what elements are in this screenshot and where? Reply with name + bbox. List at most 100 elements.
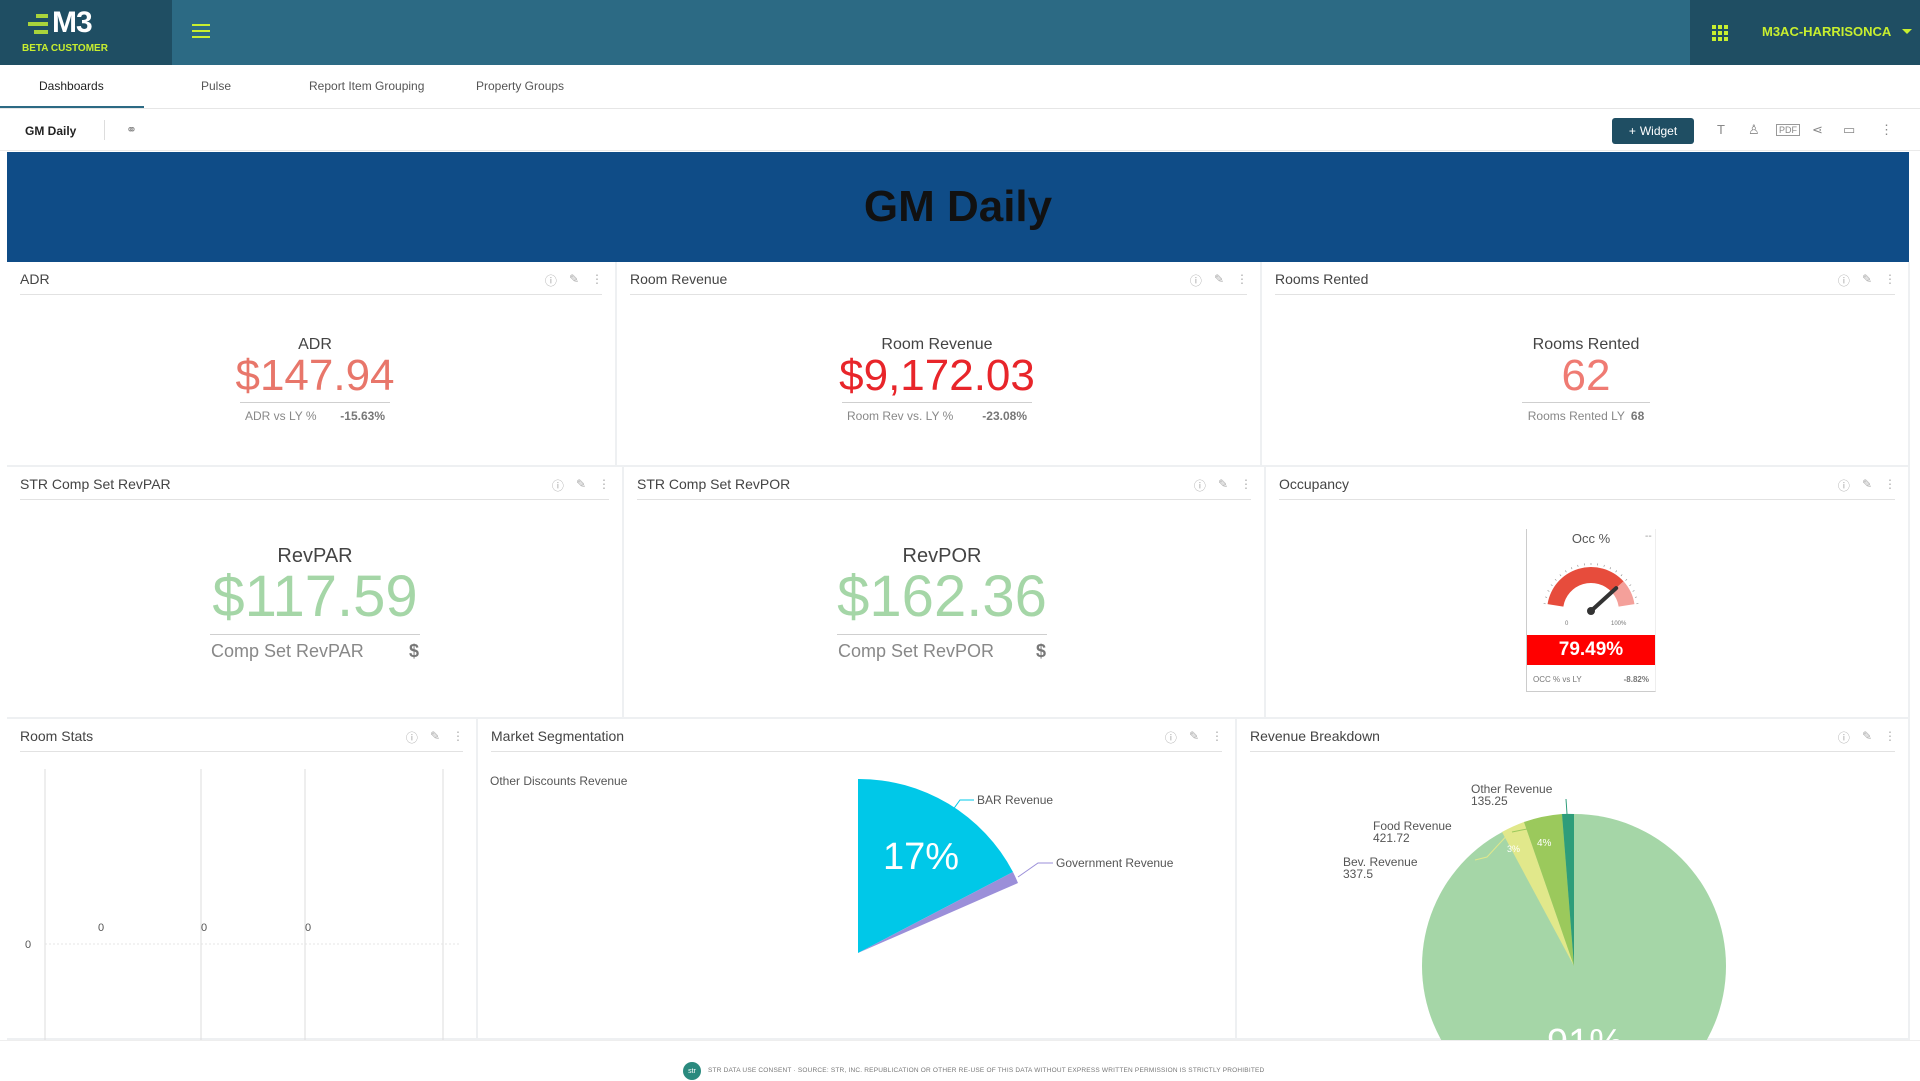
- info-icon[interactable]: ⓘ: [1165, 729, 1177, 746]
- widget-actions: ⓘ ✎ ⋮: [1190, 272, 1248, 289]
- edit-icon[interactable]: ✎: [430, 729, 440, 746]
- gauge-arc-filled: [1548, 567, 1624, 607]
- add-widget-button[interactable]: +Widget: [1612, 118, 1694, 144]
- kpi-value: $9,172.03: [837, 354, 1037, 398]
- gauge-tick: [1616, 570, 1617, 572]
- slice-percent: 17%: [883, 836, 959, 878]
- slice-percent-mid: 4%: [1537, 838, 1552, 849]
- menu-icon[interactable]: [192, 24, 210, 42]
- revpor-kpi: RevPOR $162.36 Comp Set RevPOR$: [834, 545, 1050, 662]
- tab-property-groups[interactable]: Property Groups: [476, 79, 564, 93]
- edit-icon[interactable]: ✎: [1862, 272, 1872, 289]
- gauge-tick: [1548, 591, 1550, 592]
- tab-dashboards[interactable]: Dashboards: [39, 79, 104, 93]
- info-icon[interactable]: ⓘ: [1194, 477, 1206, 494]
- gauge-tick: [1560, 575, 1561, 577]
- info-icon[interactable]: ⓘ: [1838, 272, 1850, 289]
- divider: [1279, 499, 1895, 500]
- revpar-kpi: RevPAR $117.59 Comp Set RevPAR$: [207, 545, 423, 662]
- widget-title: Occupancy: [1279, 476, 1349, 492]
- more-icon[interactable]: ⋮: [1240, 477, 1252, 494]
- gauge-tick: [1635, 597, 1637, 598]
- data-label: 0: [98, 922, 104, 934]
- user-menu[interactable]: M3AC-HARRISONCA: [1690, 0, 1920, 65]
- widget-title: ADR: [20, 271, 50, 287]
- more-icon[interactable]: ⋮: [1884, 477, 1896, 494]
- info-icon[interactable]: ⓘ: [1838, 477, 1850, 494]
- rooms-rented-widget: Rooms Rented ⓘ✎⋮ Rooms Rented 62 Rooms R…: [1262, 262, 1910, 467]
- chevron-down-icon[interactable]: [1902, 29, 1912, 34]
- widget-actions: ⓘ ✎ ⋮: [406, 729, 464, 746]
- more-icon[interactable]: ⋮: [452, 729, 464, 746]
- apps-grid-icon[interactable]: [1712, 25, 1728, 41]
- dashboard-name[interactable]: GM Daily: [25, 124, 76, 138]
- pdf-icon[interactable]: PDF: [1776, 124, 1800, 136]
- gauge-tick: [1565, 570, 1566, 572]
- info-icon[interactable]: ⓘ: [545, 272, 557, 289]
- kpi-comparison: Comp Set RevPOR$: [834, 641, 1050, 662]
- edit-icon[interactable]: ✎: [569, 272, 579, 289]
- kpi-sub-label: ADR vs LY %: [245, 409, 317, 423]
- gauge-sub-label: OCC % vs LY: [1533, 675, 1582, 684]
- banner-title: GM Daily: [864, 182, 1052, 232]
- y-axis-label: 0: [25, 939, 31, 951]
- hierarchy-icon[interactable]: ⚭: [126, 122, 137, 138]
- monitor-icon[interactable]: ▭: [1843, 122, 1855, 138]
- edit-icon[interactable]: ✎: [576, 477, 586, 494]
- widget-actions: ⓘ ✎ ⋮: [1838, 477, 1896, 494]
- more-icon[interactable]: ⋮: [1884, 272, 1896, 289]
- edit-icon[interactable]: ✎: [1862, 729, 1872, 746]
- leader-line: [1566, 799, 1567, 814]
- tab-pulse[interactable]: Pulse: [201, 79, 231, 93]
- divider: [1250, 751, 1895, 752]
- more-icon[interactable]: ⋮: [598, 477, 610, 494]
- gauge-sub-value: -8.82%: [1624, 675, 1649, 684]
- more-icon[interactable]: ⋮: [1236, 272, 1248, 289]
- share-icon[interactable]: ⋖: [1812, 122, 1823, 138]
- gauge-max-label: 100%: [1611, 621, 1627, 627]
- more-icon[interactable]: ⋮: [1880, 122, 1893, 138]
- footer: str STR DATA USE CONSENT · SOURCE: STR, …: [0, 1040, 1920, 1081]
- gauge-tick: [1610, 567, 1611, 569]
- slice-percent-main: 91%: [1547, 1022, 1623, 1040]
- widget-actions: ⓘ ✎ ⋮: [1165, 729, 1223, 746]
- user-name[interactable]: M3AC-HARRISONCA: [1762, 24, 1891, 39]
- info-icon[interactable]: ⓘ: [1190, 272, 1202, 289]
- adr-kpi: ADR $147.94 ADR vs LY %-15.63%: [235, 336, 395, 423]
- edit-icon[interactable]: ✎: [1189, 729, 1199, 746]
- divider: [837, 634, 1047, 635]
- edit-icon[interactable]: ✎: [1214, 272, 1224, 289]
- app-logo[interactable]: M3 BETA CUSTOMER: [0, 0, 172, 65]
- edit-icon[interactable]: ✎: [1862, 477, 1872, 494]
- gauge-value: 79.49%: [1527, 635, 1655, 665]
- str-logo: str: [683, 1062, 701, 1080]
- info-icon[interactable]: ⓘ: [1838, 729, 1850, 746]
- gauge-hub: [1587, 607, 1595, 615]
- more-icon[interactable]: ⋮: [1211, 729, 1223, 746]
- kpi-sub-value: 68: [1631, 409, 1644, 423]
- data-label: 0: [201, 922, 207, 934]
- gauge-tick: [1626, 579, 1628, 580]
- gauge-label: Occ %: [1527, 531, 1655, 546]
- dashboard-toolbar: GM Daily ⚭ +Widget T ♙ PDF ⋖ ▭ ⋮: [0, 110, 1920, 151]
- gauge-chart: 0 100%: [1527, 549, 1655, 629]
- slice-label: Government Revenue: [1056, 856, 1174, 870]
- paint-icon[interactable]: ♙: [1748, 122, 1760, 138]
- info-icon[interactable]: ⓘ: [552, 477, 564, 494]
- edit-icon[interactable]: ✎: [1218, 477, 1228, 494]
- slice-value: 421.72: [1373, 831, 1410, 845]
- info-icon[interactable]: ⓘ: [406, 729, 418, 746]
- divider: [1275, 294, 1895, 295]
- adr-widget: ADR ⓘ ✎ ⋮ ADR $147.94 ADR vs LY %-15.63%: [7, 262, 617, 467]
- gauge-tick: [1571, 567, 1572, 569]
- more-icon[interactable]: ⋮: [591, 272, 603, 289]
- kpi-value: $162.36: [834, 568, 1050, 626]
- widget-actions: ⓘ ✎ ⋮: [1838, 729, 1896, 746]
- text-icon[interactable]: T: [1717, 122, 1725, 137]
- more-icon[interactable]: ⋮: [1884, 729, 1896, 746]
- kpi-comparison: Comp Set RevPAR$: [207, 641, 423, 662]
- kpi-value: $117.59: [207, 568, 423, 626]
- widget-actions: ⓘ ✎ ⋮: [545, 272, 603, 289]
- tab-report-item-grouping[interactable]: Report Item Grouping: [309, 79, 424, 93]
